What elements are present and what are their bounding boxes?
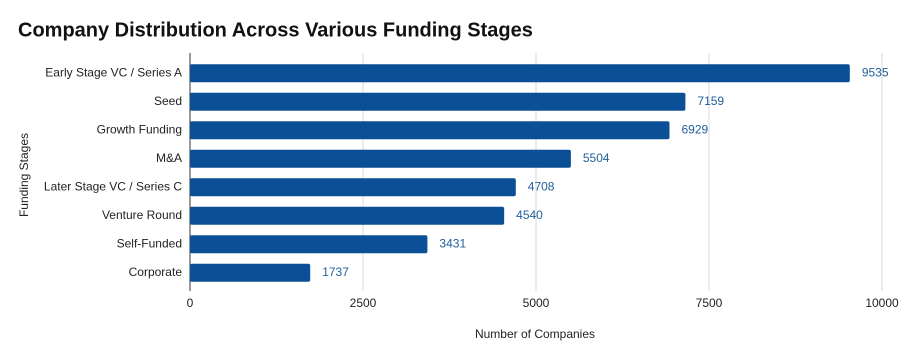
y-axis-title: Funding Stages — [17, 133, 31, 217]
y-tick-label: Growth Funding — [97, 122, 182, 136]
value-label: 9535 — [862, 65, 889, 79]
bar — [190, 263, 311, 282]
bar — [190, 149, 571, 168]
bar — [190, 64, 850, 83]
x-tick-label: 10000 — [865, 296, 899, 310]
chart-title: Company Distribution Across Various Fund… — [18, 19, 533, 41]
x-tick-label: 0 — [187, 296, 194, 310]
x-axis-title: Number of Companies — [475, 327, 595, 341]
bar — [190, 178, 516, 197]
y-tick-label: Seed — [154, 94, 182, 108]
y-tick-label: Venture Round — [102, 208, 182, 222]
y-tick-label: Later Stage VC / Series C — [44, 179, 182, 193]
y-tick-label: Self-Funded — [117, 236, 182, 250]
value-label: 4708 — [528, 179, 555, 193]
value-label: 4540 — [516, 208, 543, 222]
x-tick-label: 7500 — [696, 296, 723, 310]
x-tick-label: 5000 — [523, 296, 550, 310]
value-label: 5504 — [583, 151, 610, 165]
y-tick-label: M&A — [156, 151, 182, 165]
value-label: 6929 — [681, 122, 708, 136]
value-label: 1737 — [322, 265, 349, 279]
y-tick-label: Early Stage VC / Series A — [45, 65, 182, 79]
bar — [190, 92, 686, 111]
bar — [190, 206, 505, 225]
y-tick-label: Corporate — [129, 265, 183, 279]
value-label: 3431 — [439, 236, 466, 250]
bar — [190, 235, 428, 254]
value-label: 7159 — [697, 94, 724, 108]
bar — [190, 121, 670, 140]
x-tick-label: 2500 — [350, 296, 377, 310]
